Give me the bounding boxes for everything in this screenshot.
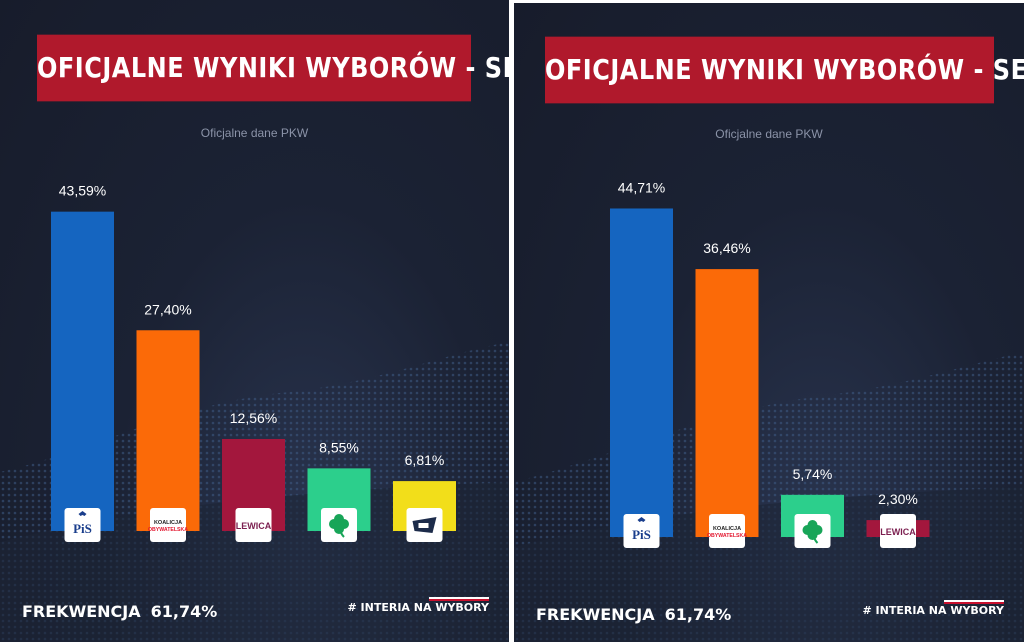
value-label-lewica: 12,56% [230,410,277,426]
psl-logo [321,508,357,542]
value-label-pis: 44,71% [618,179,665,195]
value-label-psl: 8,55% [319,439,359,455]
ko-logo-text-top: KOALICJA [154,520,182,526]
turnout-label: FREKWENCJA [22,602,141,621]
bar-pis [51,211,114,531]
senat-panel: OFICJALNE WYNIKI WYBORÓW - SENAT Oficjal… [514,3,1024,642]
pis-logo: PiS [623,514,660,548]
lewica-logo: LEWICA [235,508,272,542]
turnout-label: FREKWENCJA [536,605,655,624]
lewica-logo: LEWICA [880,514,916,548]
brand-hashtag: # INTERIA NA WYBORY [862,604,1005,617]
value-label-psl: 5,74% [793,466,833,482]
pis-logo-text: PiS [632,527,651,542]
bar-ko [136,330,200,531]
value-label-ko: 27,40% [144,301,191,317]
chart-subtitle: Oficjalne dane PKW [715,127,823,141]
value-label-ko: 36,46% [703,240,750,256]
bar-ko [695,269,759,537]
ko-logo-text-bottom: OBYWATELSKA [148,527,188,533]
chart-title: OFICJALNE WYNIKI WYBORÓW - SEJM [37,34,509,102]
brand-stripe [944,600,1004,604]
brand-hashtag: # INTERIA NA WYBORY [347,601,490,614]
lewica-logo-text: LEWICA [236,521,272,531]
lewica-logo-text: LEWICA [880,527,916,537]
chart-subtitle: Oficjalne dane PKW [200,126,309,140]
turnout: FREKWENCJA 61,74% [536,605,741,624]
value-label-konfederacja: 6,81% [405,452,445,468]
konfederacja-logo [406,508,443,542]
bar-pis [610,208,673,537]
turnout: FREKWENCJA 61,74% [22,602,227,621]
ko-logo-text-top: KOALICJA [713,526,741,532]
ko-logo-text-bottom: OBYWATELSKA [707,533,747,539]
sejm-panel: OFICJALNE WYNIKI WYBORÓW - SEJM Oficjaln… [0,0,509,642]
pis-logo-text: PiS [73,521,92,536]
turnout-value: 61,74% [664,605,732,624]
turnout-value: 61,74% [150,602,218,621]
value-label-pis: 43,59% [59,183,106,199]
chart-title: OFICJALNE WYNIKI WYBORÓW - SENAT [545,36,1024,104]
value-label-lewica: 2,30% [878,491,918,507]
pis-logo: PiS [64,508,101,542]
psl-logo [794,514,831,548]
brand-stripe [429,597,489,601]
